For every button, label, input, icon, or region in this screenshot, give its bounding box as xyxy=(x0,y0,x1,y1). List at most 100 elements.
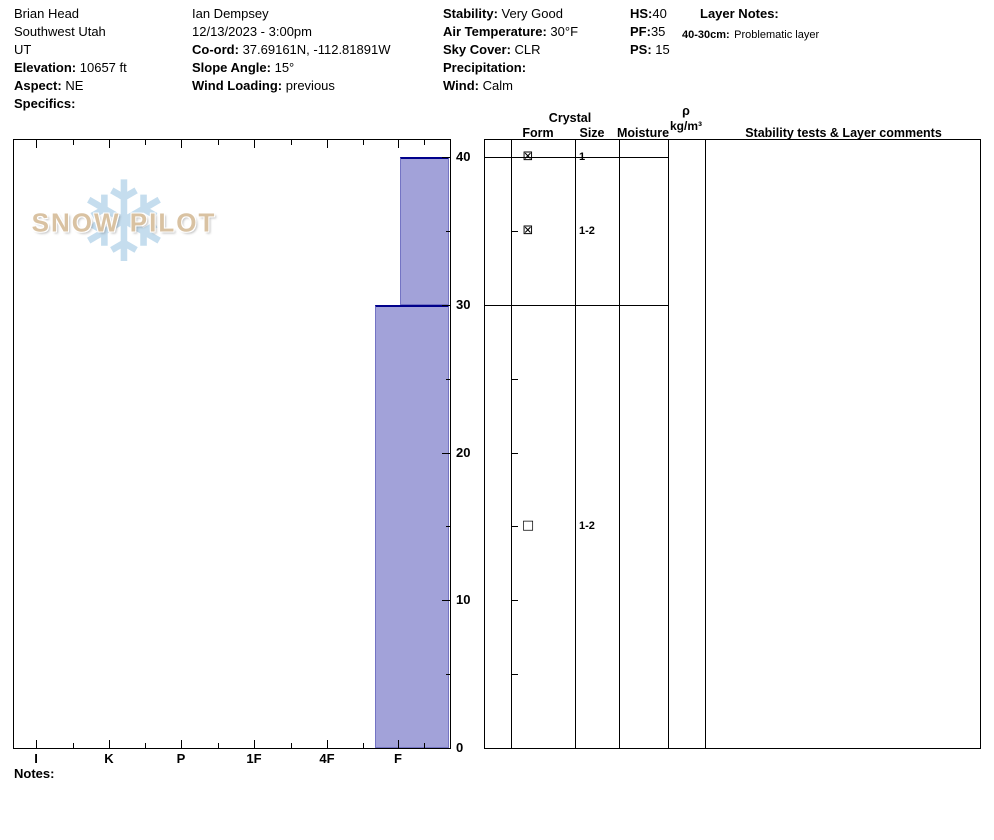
hardness-axis-label: K xyxy=(104,751,114,766)
aspect-label: Aspect: xyxy=(14,78,62,93)
ps-label: PS: xyxy=(630,42,652,57)
hardness-minor-tick xyxy=(73,140,74,145)
hardness-axis-label: 4F xyxy=(319,751,335,766)
snow-totals-block: HS:40 PF:35 PS: 15 xyxy=(630,5,670,59)
layer-note-text: Problematic layer xyxy=(734,29,820,41)
snowflake-icon: ❄ xyxy=(77,158,171,288)
site-region: Southwest Utah xyxy=(14,24,106,39)
notes-label: Notes: xyxy=(14,766,55,781)
site-aspect: Aspect: NE xyxy=(14,77,127,95)
hardness-tick xyxy=(398,140,399,148)
hardness-minor-tick xyxy=(363,140,364,145)
observer-name: Ian Dempsey xyxy=(192,6,269,21)
hardness-tick xyxy=(109,140,110,148)
snowpilot-wordmark: SNOW PILOT xyxy=(31,207,217,238)
depth-axis-label: 10 xyxy=(456,592,471,608)
depth-axis-label: 20 xyxy=(456,444,471,460)
hardness-bar xyxy=(375,304,449,748)
table-divider-size xyxy=(619,140,620,748)
table-depth-tick xyxy=(511,304,518,306)
hs-value: 40 xyxy=(652,6,667,21)
hardness-tick xyxy=(181,140,182,148)
depth-tick xyxy=(442,304,450,306)
table-divider-density xyxy=(705,140,706,748)
depth-tick xyxy=(442,157,450,158)
crystal-size-value: 1 xyxy=(579,151,586,163)
precipitation-label: Precipitation: xyxy=(443,60,527,75)
table-depth-tick xyxy=(511,600,518,602)
stability: Stability: Very Good xyxy=(443,5,578,23)
hardness-minor-tick xyxy=(291,743,292,748)
depth-tick xyxy=(442,452,450,454)
depth-tick xyxy=(442,600,450,602)
slope-angle-value: 15° xyxy=(274,60,295,75)
crystal-form-symbol: ⊠ xyxy=(522,149,534,164)
layer-boundary-line xyxy=(485,304,668,306)
comments-header: Stability tests & Layer comments xyxy=(745,126,942,140)
wind-loading-value: previous xyxy=(285,78,335,93)
hardness-minor-tick xyxy=(145,140,146,145)
depth-minor-tick xyxy=(446,230,450,232)
site-info-block: Brian Head Southwest Utah UT Elevation: … xyxy=(14,5,127,113)
table-depth-tick xyxy=(511,230,518,232)
depth-minor-tick xyxy=(446,526,450,528)
site-elevation: Elevation: 10657 ft xyxy=(14,59,127,77)
air-temperature-value: 30°F xyxy=(550,24,579,39)
table-divider-depth xyxy=(511,140,512,748)
crystal-form-symbol: □ xyxy=(521,518,535,534)
wind-value: Calm xyxy=(482,78,513,93)
coord-value: 37.69161N, -112.81891W xyxy=(242,42,391,57)
depth-axis-label: 0 xyxy=(456,740,464,755)
pit-foot-depth: PF:35 xyxy=(630,23,670,41)
hardness-bar xyxy=(400,157,449,305)
hardness-tick xyxy=(36,140,37,148)
elevation-label: Elevation: xyxy=(14,60,77,75)
sky-cover: Sky Cover: CLR xyxy=(443,41,578,59)
table-depth-tick xyxy=(511,674,518,676)
table-divider-moisture xyxy=(668,140,669,748)
hardness-axis-label: F xyxy=(394,751,402,766)
hardness-minor-tick xyxy=(363,743,364,748)
air-temperature: Air Temperature: 30°F xyxy=(443,23,578,41)
coordinates: Co-ord: 37.69161N, -112.81891W xyxy=(192,41,390,59)
hardness-tick xyxy=(254,140,255,148)
layer-notes-title: Layer Notes: xyxy=(700,6,779,21)
site-name: Brian Head xyxy=(14,6,80,21)
density-unit-header: kg/m³ xyxy=(669,119,702,133)
aspect-value: NE xyxy=(65,78,84,93)
layer-boundary-line xyxy=(485,157,668,158)
slope-angle-label: Slope Angle: xyxy=(192,60,271,75)
table-divider-form xyxy=(575,140,576,748)
layer-data-table: ⊠ 1 ⊠ 1-2 □ 1-2 xyxy=(484,139,981,749)
layer-note-item: 40-30cm: Problematic layer xyxy=(682,25,819,43)
observer-info-block: Ian Dempsey 12/13/2023 - 3:00pm Co-ord: … xyxy=(192,5,390,95)
table-depth-tick xyxy=(511,526,518,528)
ps-value: 15 xyxy=(655,42,670,57)
hardness-axis-label: P xyxy=(176,751,186,766)
form-header: Form xyxy=(522,126,554,140)
wind: Wind: Calm xyxy=(443,77,578,95)
elevation-value: 10657 ft xyxy=(79,60,127,75)
pf-label: PF: xyxy=(630,24,651,39)
crystal-size-value: 1-2 xyxy=(579,224,595,237)
stability-label: Stability: xyxy=(443,6,498,21)
hardness-tick xyxy=(327,140,328,148)
depth-tick xyxy=(442,748,450,749)
site-state: UT xyxy=(14,42,32,57)
hardness-profile-chart: ❄ SNOW PILOT xyxy=(13,139,451,749)
table-depth-tick xyxy=(511,378,518,380)
crystal-form-symbol: ⊠ xyxy=(522,222,534,238)
hardness-tick xyxy=(327,740,328,748)
hardness-axis-label: 1F xyxy=(246,751,262,766)
ps-depth: PS: 15 xyxy=(630,41,670,59)
size-header: Size xyxy=(579,126,605,140)
depth-axis-label: 30 xyxy=(456,296,471,312)
pit-datetime: 12/13/2023 - 3:00pm xyxy=(192,24,312,39)
hardness-tick xyxy=(398,740,399,748)
moisture-header: Moisture xyxy=(616,126,670,140)
hardness-minor-tick xyxy=(73,743,74,748)
stability-value: Very Good xyxy=(501,6,563,21)
height-of-snow: HS:40 xyxy=(630,5,670,23)
hs-label: HS: xyxy=(630,6,653,21)
wind-loading-label: Wind Loading: xyxy=(192,78,283,93)
